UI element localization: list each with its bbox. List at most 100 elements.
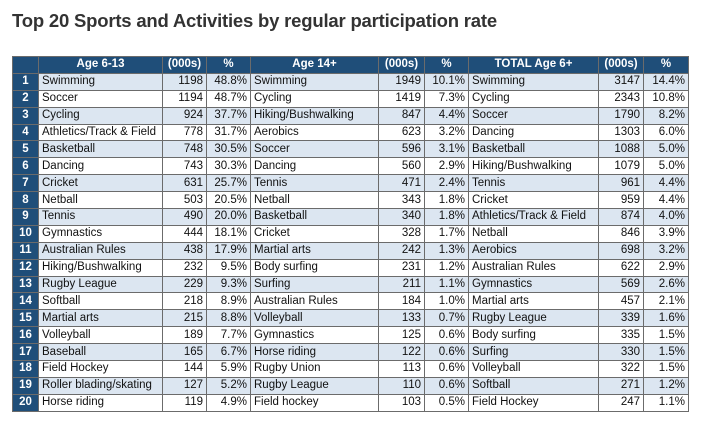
rank-cell: 1: [12, 72, 39, 91]
activity-cell: Netball: [38, 191, 163, 210]
activity-cell: Australian Rules: [468, 258, 599, 277]
activity-cell: Gymnastics: [250, 326, 379, 345]
percent-cell: 5.2%: [206, 376, 251, 395]
table-row: 18 Field Hockey 144 5.9% Rugby Union 113 0.6% V…: [12, 360, 689, 378]
count-cell: 330: [598, 343, 644, 362]
header-cell: (000s): [598, 56, 644, 74]
count-cell: 778: [162, 123, 207, 142]
header-cell: Age 6-13: [38, 56, 163, 74]
activity-cell: Softball: [468, 376, 599, 395]
count-cell: 1419: [378, 89, 425, 108]
table-row: 4 Athletics/Track & Field 778 31.7% Aerobics…: [12, 123, 689, 142]
percent-cell: 1.8%: [424, 191, 469, 210]
percent-cell: 3.2%: [424, 123, 469, 142]
activity-cell: Gymnastics: [468, 275, 599, 294]
header-cell: Age 14+: [250, 56, 379, 74]
activity-cell: Tennis: [250, 174, 379, 193]
percent-cell: 25.7%: [206, 174, 251, 193]
activity-cell: Soccer: [38, 89, 163, 108]
count-cell: 622: [598, 258, 644, 277]
activity-cell: Gymnastics: [38, 224, 163, 243]
activity-cell: Baseball: [38, 343, 163, 362]
percent-cell: 0.7%: [424, 309, 469, 328]
table-row: 1 Swimming 1198 48.8% Swimming 1949 10.1% Swimm…: [12, 72, 689, 91]
activity-cell: Basketball: [468, 140, 599, 159]
percent-cell: 6.7%: [206, 343, 251, 362]
percent-cell: 2.9%: [643, 258, 689, 277]
activity-cell: Dancing: [250, 157, 379, 176]
count-cell: 438: [162, 241, 207, 260]
rank-cell: 10: [12, 224, 39, 243]
percent-cell: 2.1%: [643, 292, 689, 311]
percent-cell: 30.3%: [206, 157, 251, 176]
count-cell: 959: [598, 191, 644, 210]
count-cell: 924: [162, 106, 207, 125]
percent-cell: 5.0%: [643, 140, 689, 159]
table-row: 20 Horse riding 119 4.9% Field hockey 103 0.5%…: [12, 393, 689, 412]
table-row: 11 Australian Rules 438 17.9% Martial arts 24…: [12, 241, 689, 260]
table-row: 8 Netball 503 20.5% Netball 343 1.8% Cricket 959…: [12, 191, 689, 210]
percent-cell: 3.1%: [424, 140, 469, 159]
percent-cell: 37.7%: [206, 106, 251, 125]
count-cell: 631: [162, 174, 207, 193]
rank-cell: 17: [12, 343, 39, 362]
rank-cell: 8: [12, 191, 39, 210]
table-row: 13 Rugby League 229 9.3% Surfing 211 1.1% Gymna…: [12, 275, 689, 294]
percent-cell: 4.4%: [643, 174, 689, 193]
activity-cell: Netball: [468, 224, 599, 243]
percent-cell: 10.8%: [643, 89, 689, 108]
percent-cell: 1.3%: [424, 241, 469, 260]
header-cell: TOTAL Age 6+: [468, 56, 599, 74]
count-cell: 113: [378, 360, 425, 378]
activity-cell: Netball: [250, 191, 379, 210]
percent-cell: 18.1%: [206, 224, 251, 243]
count-cell: 490: [162, 208, 207, 226]
count-cell: 961: [598, 174, 644, 193]
activity-cell: Rugby Union: [250, 360, 379, 378]
table-row: 7 Cricket 631 25.7% Tennis 471 2.4% Tennis 961 4.…: [12, 174, 689, 193]
percent-cell: 30.5%: [206, 140, 251, 159]
activity-cell: Hiking/Bushwalking: [468, 157, 599, 176]
percent-cell: 9.3%: [206, 275, 251, 294]
activity-cell: Rugby League: [38, 275, 163, 294]
rank-cell: 4: [12, 123, 39, 142]
rank-cell: 19: [12, 376, 39, 395]
count-cell: 144: [162, 360, 207, 378]
activity-cell: Horse riding: [250, 343, 379, 362]
percent-cell: 0.5%: [424, 393, 469, 412]
rank-cell: 14: [12, 292, 39, 311]
percent-cell: 7.3%: [424, 89, 469, 108]
activity-cell: Volleyball: [250, 309, 379, 328]
rank-cell: 2: [12, 89, 39, 108]
percent-cell: 1.6%: [643, 309, 689, 328]
count-cell: 1949: [378, 72, 425, 91]
table-row: 19 Roller blading/skating 127 5.2% Rugby Lea…: [12, 376, 689, 395]
count-cell: 125: [378, 326, 425, 345]
activity-cell: Hiking/Bushwalking: [250, 106, 379, 125]
percent-cell: 1.8%: [424, 208, 469, 226]
activity-cell: Cricket: [250, 224, 379, 243]
percent-cell: 4.0%: [643, 208, 689, 226]
percent-cell: 1.7%: [424, 224, 469, 243]
percent-cell: 2.6%: [643, 275, 689, 294]
count-cell: 133: [378, 309, 425, 328]
percent-cell: 0.6%: [424, 376, 469, 395]
activity-cell: Dancing: [38, 157, 163, 176]
activity-cell: Basketball: [38, 140, 163, 159]
rank-cell: 3: [12, 106, 39, 125]
activity-cell: Martial arts: [468, 292, 599, 311]
count-cell: 569: [598, 275, 644, 294]
count-cell: 211: [378, 275, 425, 294]
percent-cell: 5.0%: [643, 157, 689, 176]
activity-cell: Rugby League: [468, 309, 599, 328]
rank-cell: 11: [12, 241, 39, 260]
count-cell: 1790: [598, 106, 644, 125]
count-cell: 846: [598, 224, 644, 243]
rank-cell: 5: [12, 140, 39, 159]
table-row: 6 Dancing 743 30.3% Dancing 560 2.9% Hiking/Bus…: [12, 157, 689, 176]
count-cell: 242: [378, 241, 425, 260]
activity-cell: Soccer: [250, 140, 379, 159]
rank-cell: 13: [12, 275, 39, 294]
rank-cell: 12: [12, 258, 39, 277]
